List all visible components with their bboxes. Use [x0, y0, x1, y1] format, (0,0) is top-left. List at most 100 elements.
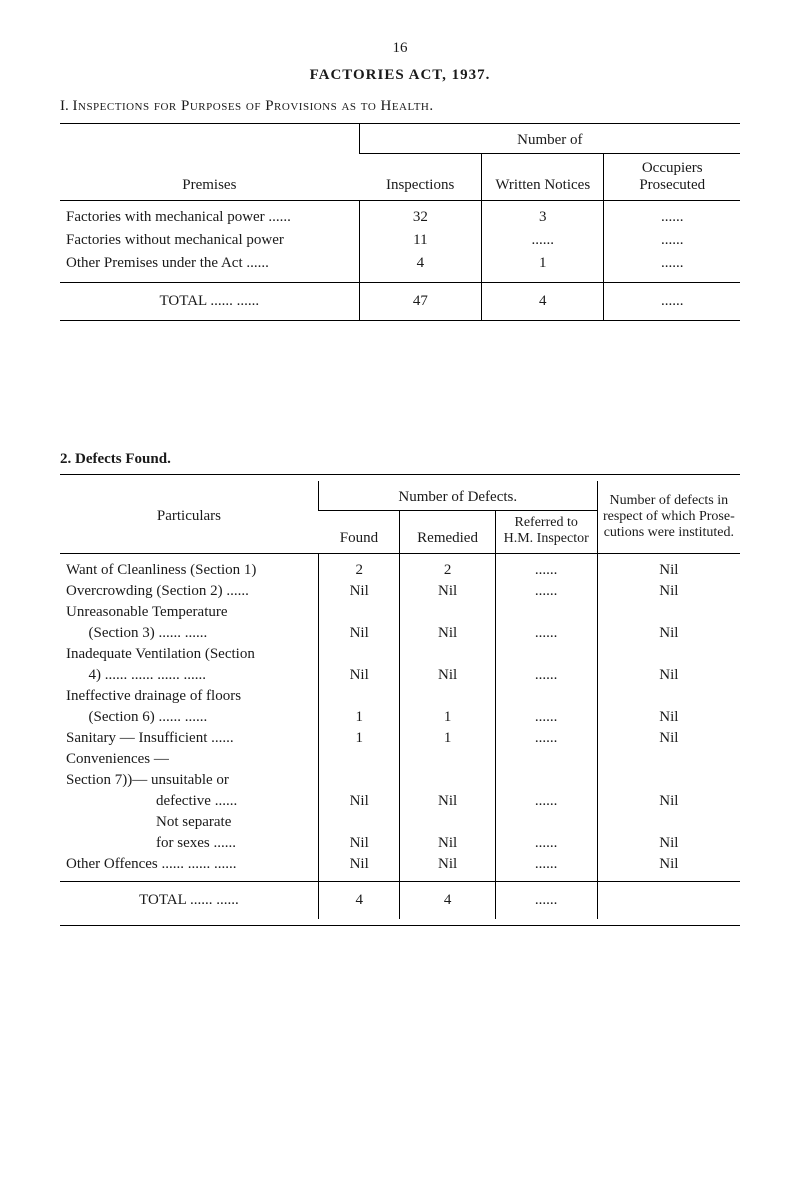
particulars-header: Particulars [60, 481, 318, 554]
table-cell: Overcrowding (Section 2) ...... [60, 581, 318, 602]
table-cell: Nil [400, 623, 495, 644]
table-cell [400, 770, 495, 791]
section1-heading: Inspections for Purposes of Provisions a… [73, 98, 434, 114]
table-cell: Nil [400, 581, 495, 602]
premises-header: Premises [60, 124, 359, 201]
table-cell: Nil [597, 791, 740, 812]
table-cell: (Section 6) ...... ...... [60, 707, 318, 728]
table-cell: ...... [495, 623, 597, 644]
table-cell [318, 686, 400, 707]
referred-header: Referred to H.M. Inspector [495, 511, 597, 554]
t2-total-remedied: 4 [400, 882, 495, 920]
section2-number: 2. [60, 451, 71, 467]
table-cell: Nil [597, 581, 740, 602]
t2-total-referred: ...... [495, 882, 597, 920]
table-cell: ...... [495, 665, 597, 686]
t1-total-inspections: 47 [359, 283, 481, 321]
act-title: FACTORIES ACT, 1937. [60, 67, 740, 84]
table-cell: Nil [400, 833, 495, 854]
table-cell: 32 [359, 201, 481, 230]
table-cell: 4 [359, 252, 481, 283]
table-cell: Other Premises under the Act ...... [60, 252, 359, 283]
t2-total-found: 4 [318, 882, 400, 920]
table-cell: 2 [318, 554, 400, 582]
table-cell: Nil [318, 833, 400, 854]
written-notices-header: Written Notices [482, 154, 604, 201]
table-cell [597, 644, 740, 665]
t2-total-instituted [597, 882, 740, 920]
table-cell: Unreasonable Temperature [60, 602, 318, 623]
t1-total-prosecuted: ...... [604, 283, 740, 321]
table-cell: Nil [597, 665, 740, 686]
number-of-header: Number of [359, 124, 740, 154]
defects-table: Particulars Number of Defects. Number of… [60, 481, 740, 919]
t1-total-label: TOTAL ...... ...... [60, 283, 359, 321]
table-cell [318, 602, 400, 623]
table-cell [597, 812, 740, 833]
table-cell: Nil [318, 791, 400, 812]
table-cell: Nil [597, 554, 740, 582]
table-cell [495, 749, 597, 770]
inspections-header: Inspections [359, 154, 481, 201]
table-cell: Ineffective drainage of floors [60, 686, 318, 707]
inspections-table: Premises Number of Inspections Written N… [60, 123, 740, 320]
t2-total-label: TOTAL ...... ...... [60, 882, 318, 920]
number-of-defects-header: Number of Defects. [318, 481, 597, 511]
table-cell: Nil [318, 665, 400, 686]
table-cell: Nil [400, 665, 495, 686]
table-cell [400, 644, 495, 665]
table-cell: Nil [597, 623, 740, 644]
section2-title: 2. Defects Found. [60, 451, 740, 468]
table-cell [597, 749, 740, 770]
page-number: 16 [60, 40, 740, 57]
table-cell [597, 770, 740, 791]
table-cell: ...... [604, 229, 740, 252]
found-header: Found [318, 511, 400, 554]
table-cell: defective ...... [60, 791, 318, 812]
table-cell: Other Offences ...... ...... ...... [60, 854, 318, 882]
table-cell: Sanitary — Insufficient ...... [60, 728, 318, 749]
table-cell: 1 [318, 707, 400, 728]
table-cell: 1 [400, 728, 495, 749]
table-cell [495, 602, 597, 623]
table-cell [400, 749, 495, 770]
table-cell: Nil [400, 791, 495, 812]
table-cell: ...... [495, 854, 597, 882]
table-cell: 1 [318, 728, 400, 749]
table-cell [400, 686, 495, 707]
table-cell [318, 770, 400, 791]
remedied-header: Remedied [400, 511, 495, 554]
table-cell: 4) ...... ...... ...... ...... [60, 665, 318, 686]
section1-title: I. Inspections for Purposes of Provision… [60, 98, 740, 115]
table-cell: ...... [495, 554, 597, 582]
table-cell: Factories with mechanical power ...... [60, 201, 359, 230]
table-cell: 1 [400, 707, 495, 728]
table-cell: ...... [495, 581, 597, 602]
table-cell: 1 [482, 252, 604, 283]
table-cell: Factories without mechanical power [60, 229, 359, 252]
table-cell: 3 [482, 201, 604, 230]
table-cell: Nil [318, 854, 400, 882]
t1-total-notices: 4 [482, 283, 604, 321]
table-cell: ...... [495, 707, 597, 728]
table-cell: Section 7))— unsuitable or [60, 770, 318, 791]
table-cell: ...... [495, 791, 597, 812]
table-cell: ...... [604, 201, 740, 230]
table-cell: Inadequate Ventilation (Section [60, 644, 318, 665]
section1-number: I. [60, 98, 69, 114]
table-cell: Nil [400, 854, 495, 882]
table-cell [597, 686, 740, 707]
table-cell [318, 644, 400, 665]
table-cell: ...... [482, 229, 604, 252]
table-cell: for sexes ...... [60, 833, 318, 854]
table-cell: ...... [604, 252, 740, 283]
table-cell: Nil [597, 854, 740, 882]
table-cell: Nil [318, 581, 400, 602]
table-cell [495, 644, 597, 665]
table-cell: Nil [597, 833, 740, 854]
table-cell: Not separate [60, 812, 318, 833]
section2-heading: Defects Found. [75, 451, 171, 467]
table-cell: Nil [597, 707, 740, 728]
table-cell [495, 686, 597, 707]
table-cell: (Section 3) ...... ...... [60, 623, 318, 644]
